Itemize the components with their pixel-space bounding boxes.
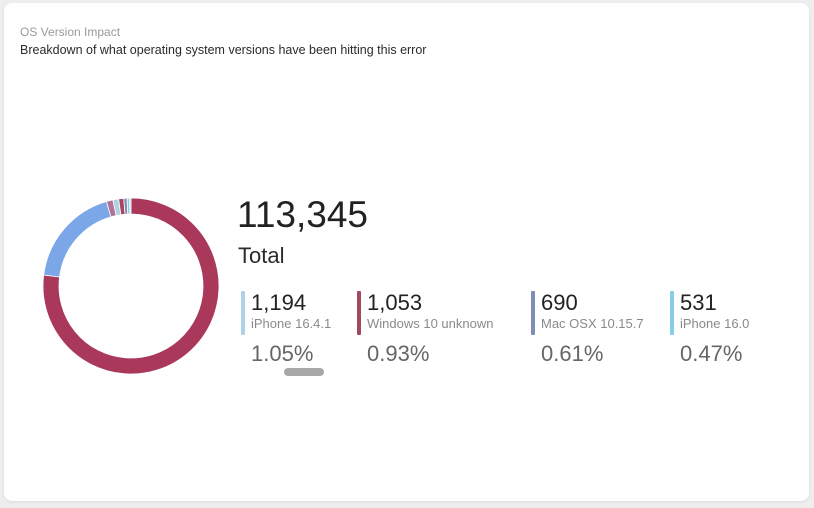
donut-slice-7[interactable] [129,197,132,215]
stat-count: 1,053 [367,290,423,315]
os-stat-iphone-16-4-1[interactable]: 1,194 iPhone 16.4.1 1.05% [241,290,331,367]
stat-percent: 0.93% [367,341,430,366]
stat-color-bar [670,291,674,335]
os-stat-windows-10-unknown[interactable]: 1,053 Windows 10 unknown 0.93% [357,290,493,367]
stat-percent: 0.47% [680,341,743,366]
card-subtitle: Breakdown of what operating system versi… [20,43,427,57]
stat-percent: 0.61% [541,341,604,366]
stat-name: iPhone 16.4.1 [251,316,332,331]
stat-name: Mac OSX 10.15.7 [541,316,644,331]
stat-color-bar [357,291,361,335]
horizontal-scroll-indicator[interactable] [284,368,324,376]
stat-count: 531 [680,290,717,315]
donut-slice-1[interactable] [43,200,112,278]
total-label: Total [238,243,285,268]
stat-color-bar [531,291,535,335]
donut-slice-0[interactable] [42,197,220,375]
os-stat-mac-osx-10-15-7[interactable]: 690 Mac OSX 10.15.7 0.61% [531,290,644,367]
os-stat-iphone-16-0[interactable]: 531 iPhone 16.0 0.47% [670,290,749,367]
stat-name: Windows 10 unknown [367,316,494,331]
stat-name: iPhone 16.0 [680,316,750,331]
card-title: OS Version Impact [20,25,121,39]
stat-count: 690 [541,290,578,315]
os-version-impact-card: OS Version Impact Breakdown of what oper… [4,3,809,501]
stat-color-bar [241,291,245,335]
stat-count: 1,194 [251,290,307,315]
stat-percent: 1.05% [251,341,314,366]
os-version-donut-chart[interactable] [41,196,221,376]
total-count: 113,345 [237,194,368,235]
